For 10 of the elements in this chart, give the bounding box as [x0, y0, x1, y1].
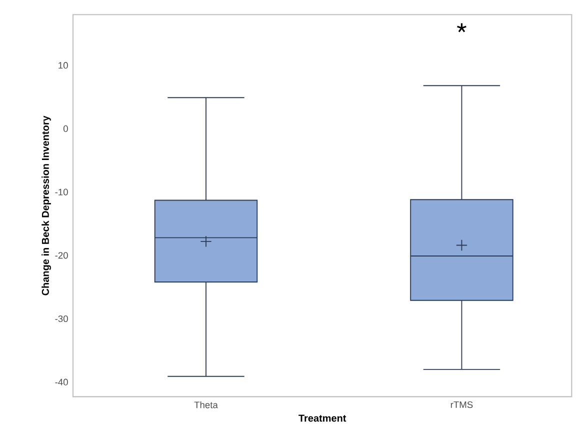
y-tick-label: 0: [63, 125, 68, 132]
y-tick-label: -30: [55, 315, 68, 322]
x-axis-title: Treatment: [298, 414, 346, 422]
y-tick-label: -20: [55, 252, 68, 259]
x-tick-label: Theta: [194, 401, 218, 408]
y-axis-title: Change in Beck Depression Inventory: [42, 116, 51, 296]
y-tick-label: -40: [55, 378, 68, 386]
y-tick-label: -10: [55, 188, 68, 196]
x-tick-label: rTMS: [450, 401, 473, 408]
y-tick-label: 10: [58, 62, 68, 69]
